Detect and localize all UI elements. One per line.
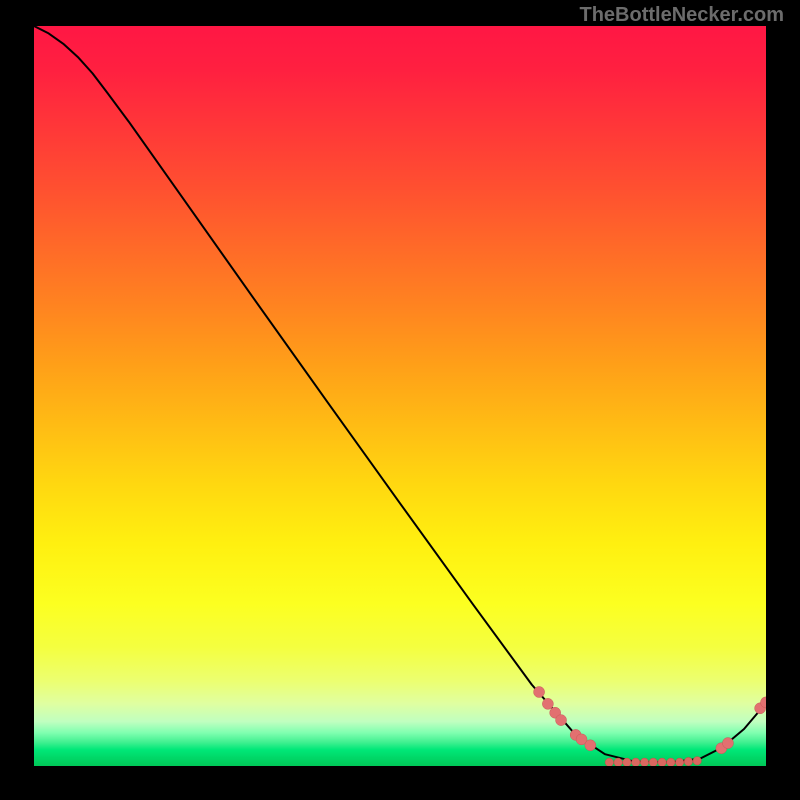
data-marker-valley <box>614 758 622 766</box>
data-marker-valley <box>667 758 675 766</box>
plot-area <box>34 26 766 766</box>
data-marker-valley <box>649 758 657 766</box>
data-marker <box>534 687 545 698</box>
data-marker-valley <box>684 757 692 765</box>
data-marker <box>556 715 567 726</box>
watermark-label: TheBottleNecker.com <box>579 4 784 27</box>
chart-overlay <box>34 26 766 766</box>
bottleneck-curve <box>34 26 766 762</box>
chart-container: TheBottleNecker.com <box>0 0 800 800</box>
data-marker <box>542 698 553 709</box>
data-marker-valley <box>632 758 640 766</box>
data-marker <box>722 738 733 749</box>
data-marker-valley <box>658 758 666 766</box>
data-marker-valley <box>693 757 701 765</box>
data-marker-valley <box>605 758 613 766</box>
data-marker-valley <box>675 758 683 766</box>
data-marker-valley <box>623 758 631 766</box>
data-marker <box>585 740 596 751</box>
data-marker-valley <box>640 758 648 766</box>
